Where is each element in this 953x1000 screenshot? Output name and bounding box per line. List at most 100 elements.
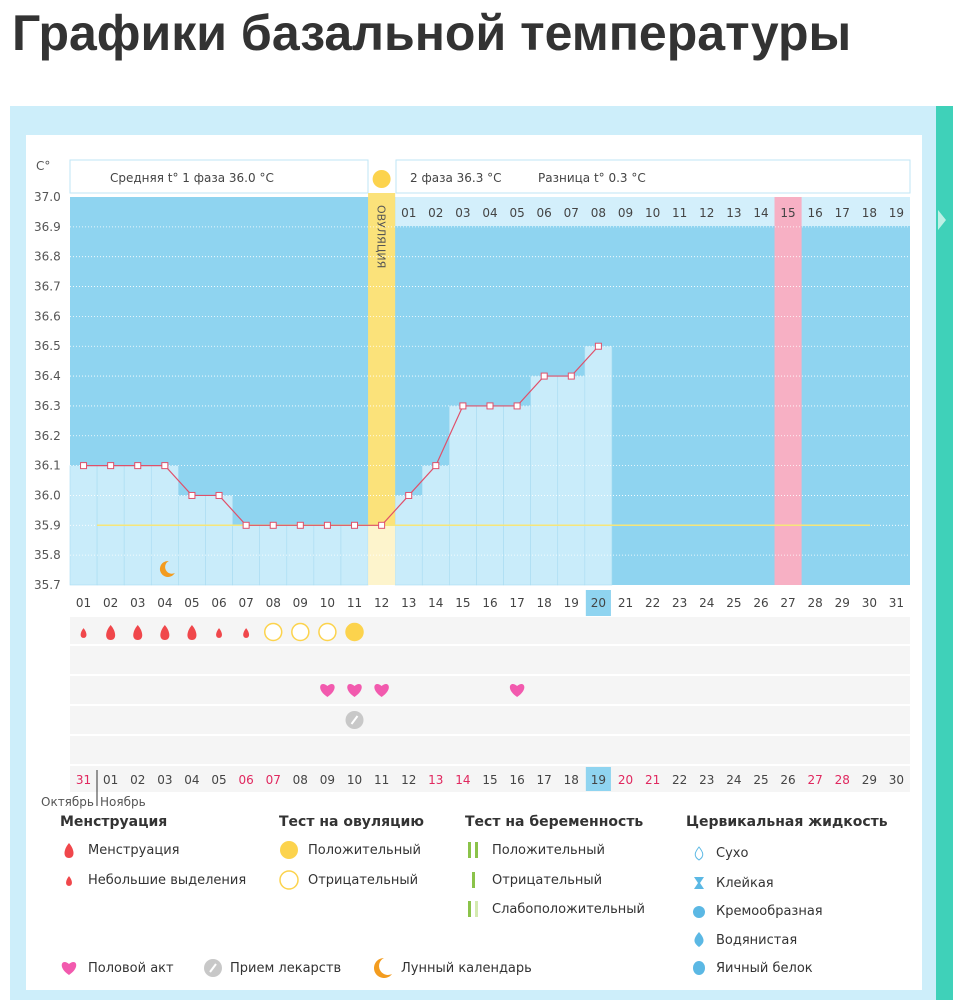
ovulation-sun-icon: [372, 170, 391, 188]
temperature-bar: [178, 495, 206, 586]
legend-medication-slash: [209, 963, 217, 973]
intercourse-heart-icon: [509, 684, 525, 697]
cycle-day-label: 08: [266, 596, 281, 610]
date-label: 05: [211, 773, 226, 787]
ovulation-test-icon: [263, 622, 283, 642]
date-label: 29: [862, 773, 877, 787]
month-label: Октябрь: [41, 795, 94, 809]
y-tick-label: 35.8: [34, 548, 61, 562]
date-label: 25: [753, 773, 768, 787]
cycle-day-label: 04: [157, 596, 172, 610]
ovulation-column: [368, 193, 396, 526]
cycle-day-label: 01: [76, 596, 91, 610]
temperature-point: [215, 491, 223, 499]
cycle-day-label: 11: [347, 596, 362, 610]
legend-medication: Прием лекарств: [230, 961, 342, 976]
temperature-bar: [232, 525, 260, 586]
temperature-point: [161, 462, 169, 470]
cycle-day-label: 05: [184, 596, 199, 610]
phase2-day-label: 18: [862, 206, 877, 220]
date-label: 14: [455, 773, 470, 787]
temperature-point: [459, 402, 467, 410]
phase2-day-label: 02: [428, 206, 443, 220]
date-label: 30: [889, 773, 904, 787]
temperature-point: [296, 521, 304, 529]
cycle-day-label: 06: [211, 596, 226, 610]
legend-menstruation: Менструация: [88, 843, 180, 858]
cycle-day-label: 28: [808, 596, 823, 610]
cycle-day-label: 23: [672, 596, 687, 610]
ovulation-test-icon: [345, 622, 364, 642]
y-tick-label: 36.9: [34, 220, 61, 234]
menstruation-drop-icon: [133, 625, 143, 640]
legend-moon-icon: [374, 958, 392, 978]
y-unit: C°: [36, 159, 50, 173]
cycle-day-label: 10: [320, 596, 335, 610]
legend-intercourse: Половой акт: [88, 961, 174, 976]
cycle-day-label: 19: [564, 596, 579, 610]
legend-ovtest-negative: Отрицательный: [308, 873, 419, 888]
date-label: 08: [293, 773, 308, 787]
y-tick-label: 37.0: [34, 190, 61, 204]
cycle-day-label: 09: [293, 596, 308, 610]
legend-pregnancy-test-icon: [475, 901, 478, 917]
legend-drop-icon: [64, 843, 74, 858]
date-label: 19: [591, 773, 606, 787]
date-label: 04: [184, 773, 199, 787]
legend-menstruation-title: Менструация: [60, 814, 168, 830]
temperature-point: [594, 342, 602, 350]
highlight-column: [774, 197, 802, 585]
legend-watery-icon: [694, 932, 704, 947]
menstruation-drop-icon: [160, 625, 170, 640]
phase2-day-label: 09: [618, 206, 633, 220]
date-label: 16: [509, 773, 524, 787]
side-panel-toggle[interactable]: [936, 106, 953, 1000]
intercourse-heart-icon: [320, 684, 335, 697]
legend-cervical-eggwhite: Яичный белок: [716, 961, 813, 976]
temperature-point: [378, 521, 386, 529]
phase1-average: Средняя t° 1 фаза 36.0 °C: [110, 171, 274, 185]
legend-pregtest-positive: Положительный: [492, 843, 605, 858]
temperature-bar: [340, 525, 369, 586]
date-label: 13: [428, 773, 443, 787]
phase2-day-label: 03: [455, 206, 470, 220]
temperature-point: [242, 521, 250, 529]
y-tick-label: 36.6: [34, 309, 61, 323]
ovulation-test-icon: [318, 622, 337, 642]
temperature-point: [134, 462, 142, 470]
legend-ovtest-title: Тест на овуляцию: [279, 814, 424, 830]
date-label: 09: [320, 773, 335, 787]
phase2-day-label: 04: [482, 206, 497, 220]
temperature-bar: [530, 375, 559, 586]
intercourse-heart-icon: [347, 684, 362, 697]
date-label: 18: [564, 773, 579, 787]
cycle-day-label: 24: [699, 596, 714, 610]
date-label: 23: [699, 773, 714, 787]
cycle-day-label: 29: [835, 596, 850, 610]
cycle-day-label: 21: [618, 596, 633, 610]
legend-pregtest-negative: Отрицательный: [492, 873, 603, 888]
legend-cervical-title: Цервикальная жидкость: [686, 814, 888, 830]
legend-pregtest-title: Тест на беременность: [465, 814, 644, 830]
temperature-point: [432, 462, 440, 470]
date-label: 02: [130, 773, 145, 787]
legend-creamy-icon: [693, 906, 705, 918]
date-label: 11: [374, 773, 389, 787]
legend-ovtest-positive: Положительный: [308, 843, 421, 858]
ovulation-column-lower: [368, 525, 396, 585]
cycle-day-label: 16: [482, 596, 497, 610]
phase2-day-label: 10: [645, 206, 660, 220]
cycle-day-label: 07: [238, 596, 253, 610]
date-label: 17: [537, 773, 552, 787]
phase2-day-label: 13: [726, 206, 741, 220]
date-label: 27: [808, 773, 823, 787]
phase2-day-label: 12: [699, 206, 714, 220]
date-label: 07: [266, 773, 281, 787]
phase2-day-label: 16: [808, 206, 823, 220]
month-label: Ноябрь: [100, 795, 146, 809]
legend-pregnancy-test-icon: [468, 901, 471, 917]
temperature-bar: [69, 465, 98, 586]
legend-positive-test-icon: [280, 841, 298, 859]
y-tick-label: 36.4: [34, 369, 61, 383]
